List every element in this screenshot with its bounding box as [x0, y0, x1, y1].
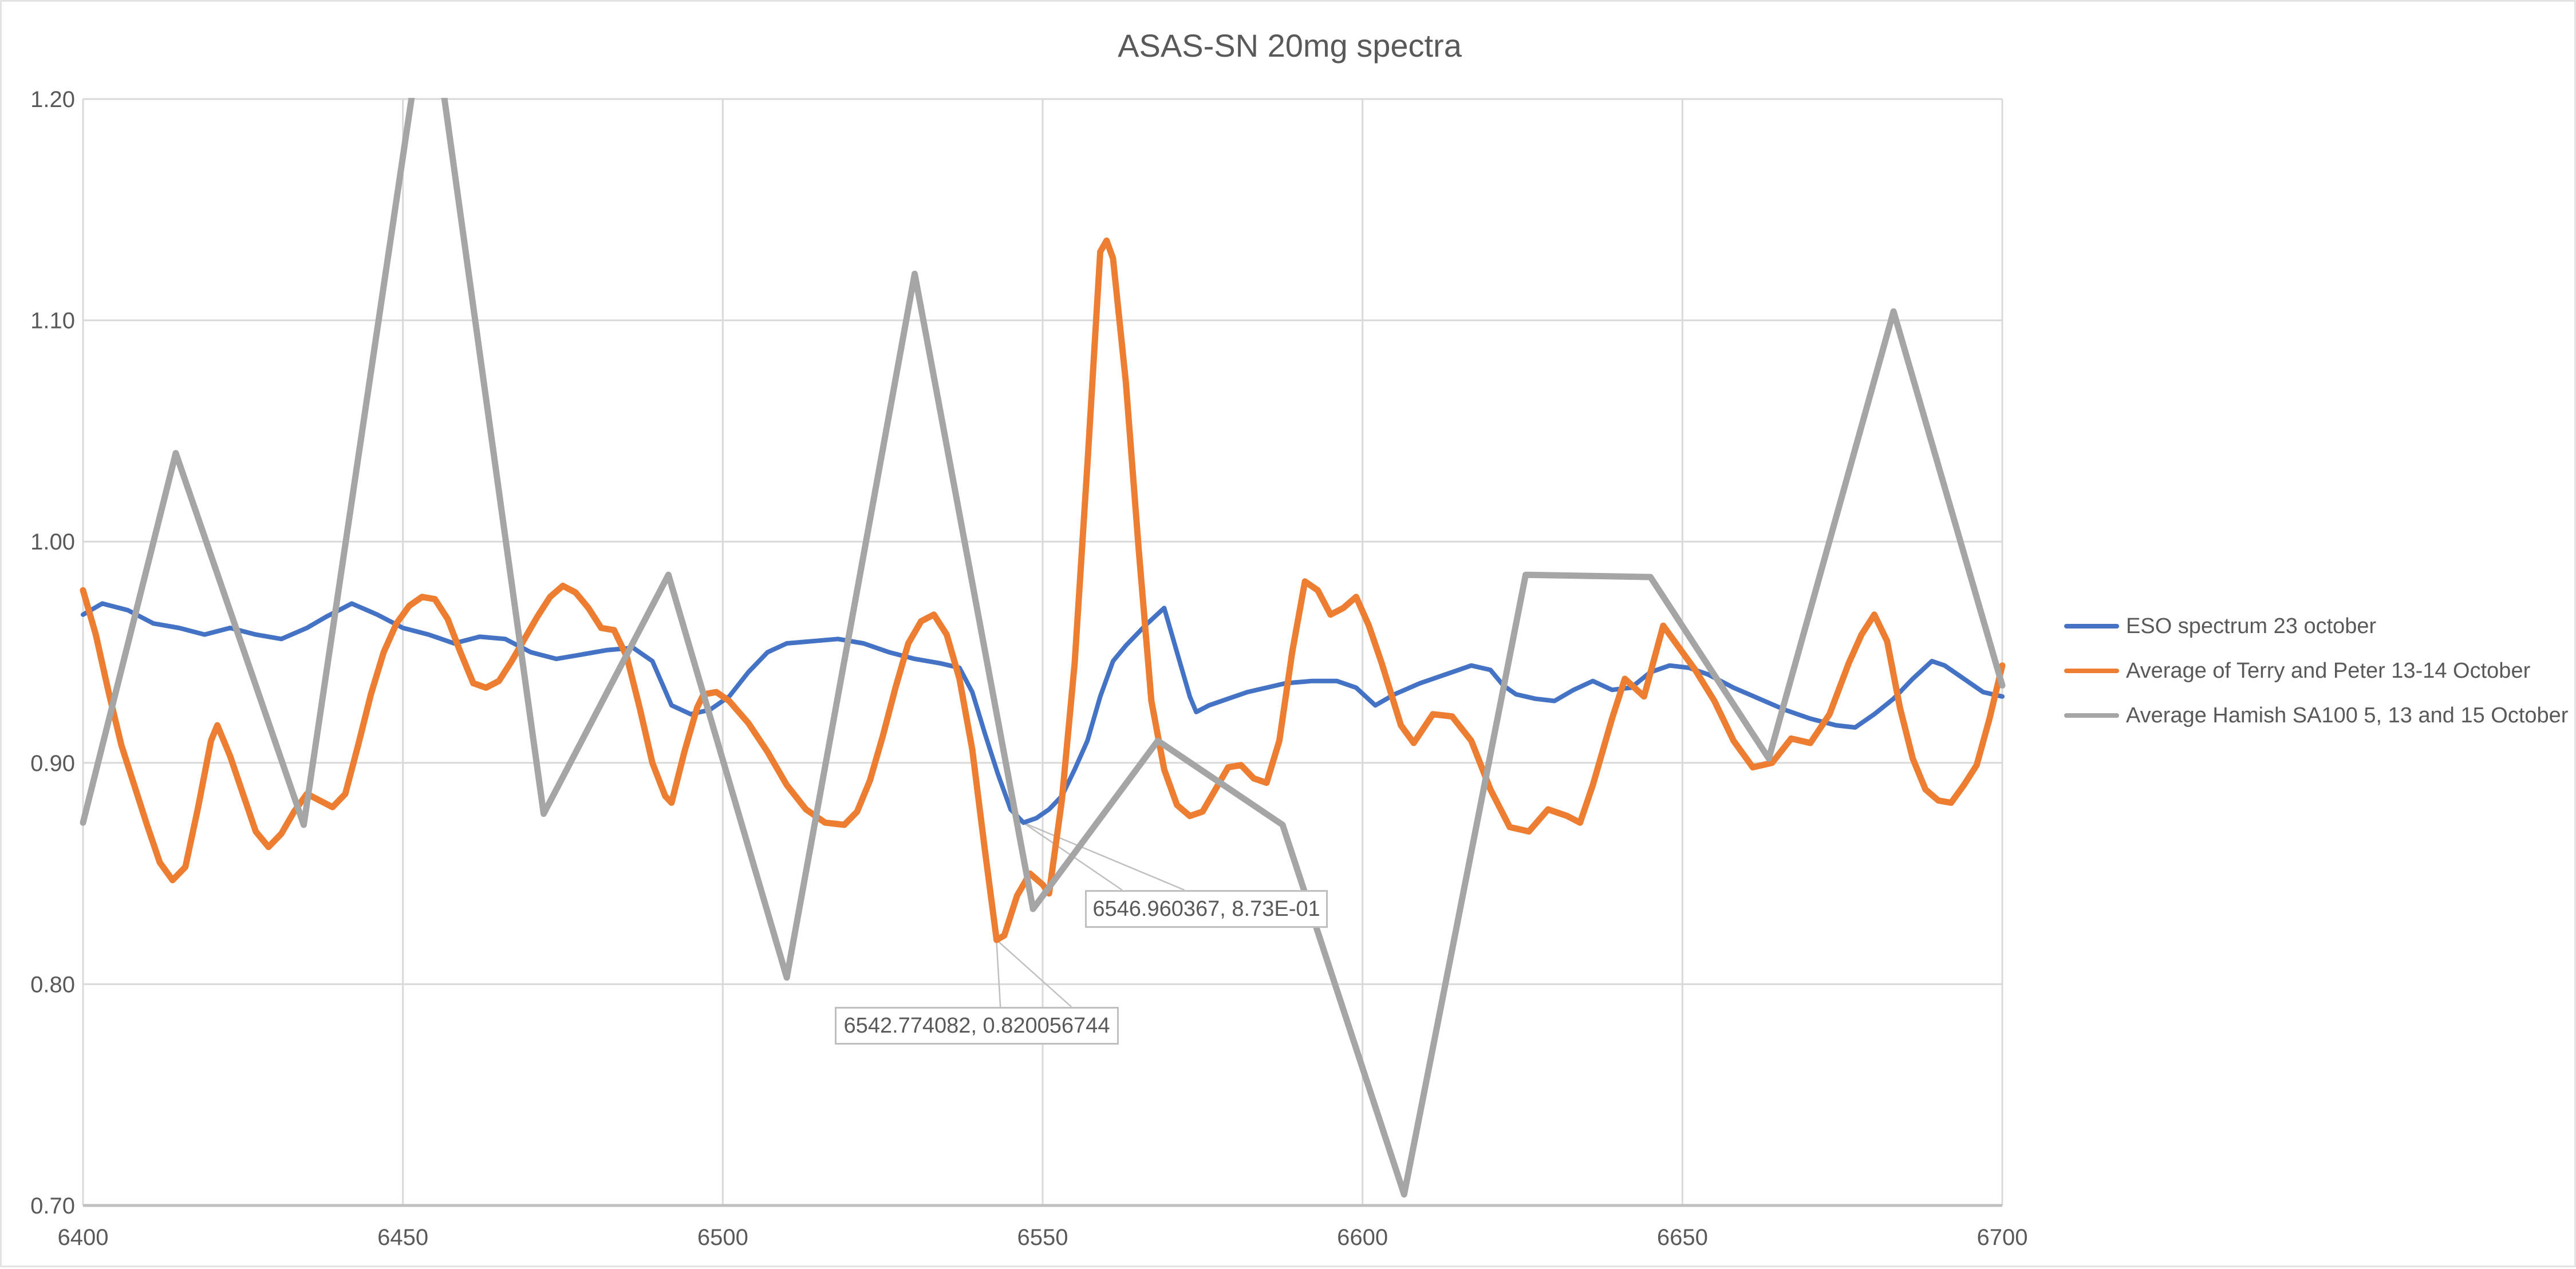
- x-axis-tick-label: 6400: [58, 1225, 109, 1250]
- data-callout-1[interactable]: 6542.774082, 0.820056744: [835, 1007, 1119, 1045]
- legend-swatch-eso: [2064, 624, 2119, 628]
- legend-swatch-terry-peter: [2064, 669, 2119, 673]
- callout-leader-line: [996, 939, 1072, 1007]
- y-axis-tick-label: 0.90: [30, 751, 75, 776]
- x-axis-tick-label: 6600: [1337, 1225, 1388, 1250]
- x-axis-tick-label: 6500: [697, 1225, 748, 1250]
- legend-label-eso: ESO spectrum 23 october: [2126, 614, 2377, 638]
- y-axis-tick-label: 1.10: [30, 309, 75, 334]
- y-axis-tick-label: 1.00: [30, 529, 75, 555]
- x-axis-tick-label: 6650: [1657, 1225, 1708, 1250]
- legend-item-hamish[interactable]: Average Hamish SA100 5, 13 and 15 Octobe…: [2064, 693, 2568, 738]
- callout-leader-line: [996, 939, 1001, 1007]
- legend-swatch-hamish: [2064, 713, 2119, 718]
- legend-item-terry-peter[interactable]: Average of Terry and Peter 13-14 October: [2064, 649, 2568, 693]
- series-line-1[interactable]: [80, 237, 2006, 943]
- chart-title[interactable]: ASAS-SN 20mg spectra: [1118, 27, 1462, 64]
- legend-label-terry-peter: Average of Terry and Peter 13-14 October: [2126, 658, 2531, 683]
- x-axis-tick-label: 6450: [377, 1225, 428, 1250]
- legend: ESO spectrum 23 october Average of Terry…: [2064, 604, 2568, 738]
- series-line-0[interactable]: [81, 601, 2005, 825]
- series-line-2[interactable]: [80, 2, 2006, 1198]
- callout-leader-line: [1023, 822, 1185, 891]
- x-axis-tick-label: 6550: [1017, 1225, 1068, 1250]
- legend-label-hamish: Average Hamish SA100 5, 13 and 15 Octobe…: [2126, 703, 2569, 728]
- x-axis-tick-label: 6700: [1977, 1225, 2028, 1250]
- legend-item-eso[interactable]: ESO spectrum 23 october: [2064, 604, 2568, 649]
- y-axis-tick-label: 0.70: [30, 1193, 75, 1219]
- data-callout-0[interactable]: 6546.960367, 8.73E-01: [1085, 890, 1328, 928]
- y-axis-tick-label: 0.80: [30, 972, 75, 997]
- y-axis-tick-label: 1.20: [30, 87, 75, 112]
